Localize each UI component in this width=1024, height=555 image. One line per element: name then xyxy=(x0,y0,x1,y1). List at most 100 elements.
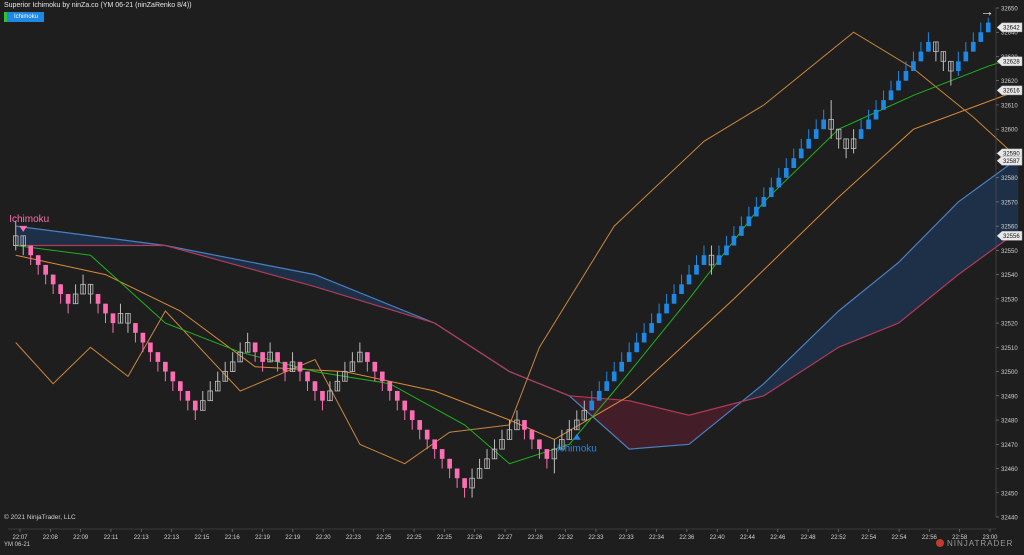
renko-bar xyxy=(522,420,527,440)
renko-bar xyxy=(402,400,408,421)
bar-body xyxy=(327,390,333,402)
time-tick-label: 22:33 xyxy=(619,535,635,541)
bar-body xyxy=(140,332,146,343)
renko-bar xyxy=(641,323,647,343)
renko-bar xyxy=(619,352,625,372)
bar-body xyxy=(342,371,348,382)
time-tick-label: 22:40 xyxy=(710,535,726,541)
renko-bar xyxy=(529,429,535,450)
renko-bar xyxy=(229,352,236,372)
signal-label: Ichimoku xyxy=(557,444,597,455)
renko-bar xyxy=(357,342,363,363)
time-tick-label: 22:56 xyxy=(922,535,938,541)
bar-body xyxy=(417,420,423,430)
bar-body xyxy=(58,284,63,295)
signal-down-icon xyxy=(19,225,28,232)
bar-body xyxy=(514,419,520,431)
bar-body xyxy=(963,51,969,62)
renko-bar xyxy=(394,390,400,411)
renko-bar xyxy=(881,90,886,110)
renko-bar xyxy=(110,313,116,333)
price-tick-label: 32650 xyxy=(1001,7,1018,13)
renko-bar xyxy=(28,245,34,265)
price-tick-label: 32530 xyxy=(1001,297,1018,303)
bar-body xyxy=(911,61,916,72)
price-axis[interactable]: 32440 32450 32460 32470 32480 32490 32500 32510… xyxy=(995,7,1018,522)
bar-body xyxy=(783,167,789,178)
indicator-tag[interactable]: Ichimoku xyxy=(4,12,45,22)
bar-body xyxy=(589,400,595,411)
bar-body xyxy=(222,371,228,382)
bar-body xyxy=(163,361,168,372)
bar-body xyxy=(244,342,251,353)
time-tick-label: 23:00 xyxy=(982,535,998,541)
renko-bar xyxy=(850,129,857,154)
bar-body xyxy=(716,255,722,265)
bar-body xyxy=(229,361,236,372)
bar-body xyxy=(65,294,71,304)
bar-body xyxy=(768,187,774,198)
renko-bar xyxy=(776,167,782,188)
renko-bar xyxy=(761,187,767,207)
price-tick-label: 32540 xyxy=(1001,273,1018,279)
bar-body xyxy=(237,351,243,363)
price-tick-label: 32570 xyxy=(1001,200,1018,206)
renko-bar xyxy=(506,420,513,440)
time-tick-label: 22:54 xyxy=(892,535,908,541)
price-tick-label: 32550 xyxy=(1001,249,1018,255)
time-tick-label: 22:54 xyxy=(861,535,877,541)
bar-body xyxy=(634,342,639,353)
badge-label: 32616 xyxy=(1003,89,1020,95)
time-tick-label: 22:13 xyxy=(164,535,180,541)
time-tick-label: 22:11 xyxy=(104,535,119,541)
bar-body xyxy=(50,274,56,285)
time-tick-label: 22:25 xyxy=(437,535,453,541)
bar-body xyxy=(731,235,737,246)
bar-body xyxy=(365,352,370,362)
renko-bar xyxy=(499,429,505,450)
bar-body xyxy=(940,51,947,62)
bar-body xyxy=(432,439,437,450)
renko-bar xyxy=(491,439,498,460)
bar-body xyxy=(850,138,857,149)
renko-bar xyxy=(626,342,632,362)
renko-bar xyxy=(866,109,871,130)
indicator-lines xyxy=(15,31,1019,465)
bar-body xyxy=(320,390,325,401)
renko-bar xyxy=(970,32,976,52)
renko-bar xyxy=(35,255,41,275)
time-tick-label: 22:13 xyxy=(134,535,150,541)
renko-bar xyxy=(940,51,947,72)
renko-bar xyxy=(95,294,101,314)
bar-body xyxy=(970,41,976,52)
renko-bar xyxy=(454,468,460,488)
renko-bar xyxy=(551,439,558,474)
renko-bar xyxy=(948,60,954,86)
bar-body xyxy=(28,245,34,256)
bar-body xyxy=(619,361,625,372)
renko-bar xyxy=(664,294,669,314)
bar-body xyxy=(379,371,385,382)
renko-bar xyxy=(686,264,692,285)
renko-bar xyxy=(163,361,168,382)
renko-bar xyxy=(148,342,153,362)
signal-label: Ichimoku xyxy=(9,214,49,225)
renko-bar xyxy=(117,303,124,324)
price-tick-label: 32480 xyxy=(1001,419,1018,425)
bar-body xyxy=(103,303,108,314)
bar-body xyxy=(701,255,707,265)
time-tick-label: 22:26 xyxy=(467,535,483,541)
renko-bar xyxy=(327,381,333,402)
price-tick-label: 32450 xyxy=(1001,491,1018,497)
renko-bar xyxy=(903,61,909,81)
bar-body xyxy=(828,119,834,130)
bar-body xyxy=(574,419,580,431)
bar-body xyxy=(13,235,19,246)
renko-bar xyxy=(244,332,251,353)
bar-body xyxy=(72,293,79,305)
arrow-right-icon[interactable]: → xyxy=(980,3,994,19)
time-axis[interactable]: 22:07 22:08 22:09 22:11 22:13 22:13 22:15 22:16… xyxy=(8,528,998,541)
price-badge: 32556 xyxy=(996,231,1023,241)
badge-shape xyxy=(996,22,1023,33)
